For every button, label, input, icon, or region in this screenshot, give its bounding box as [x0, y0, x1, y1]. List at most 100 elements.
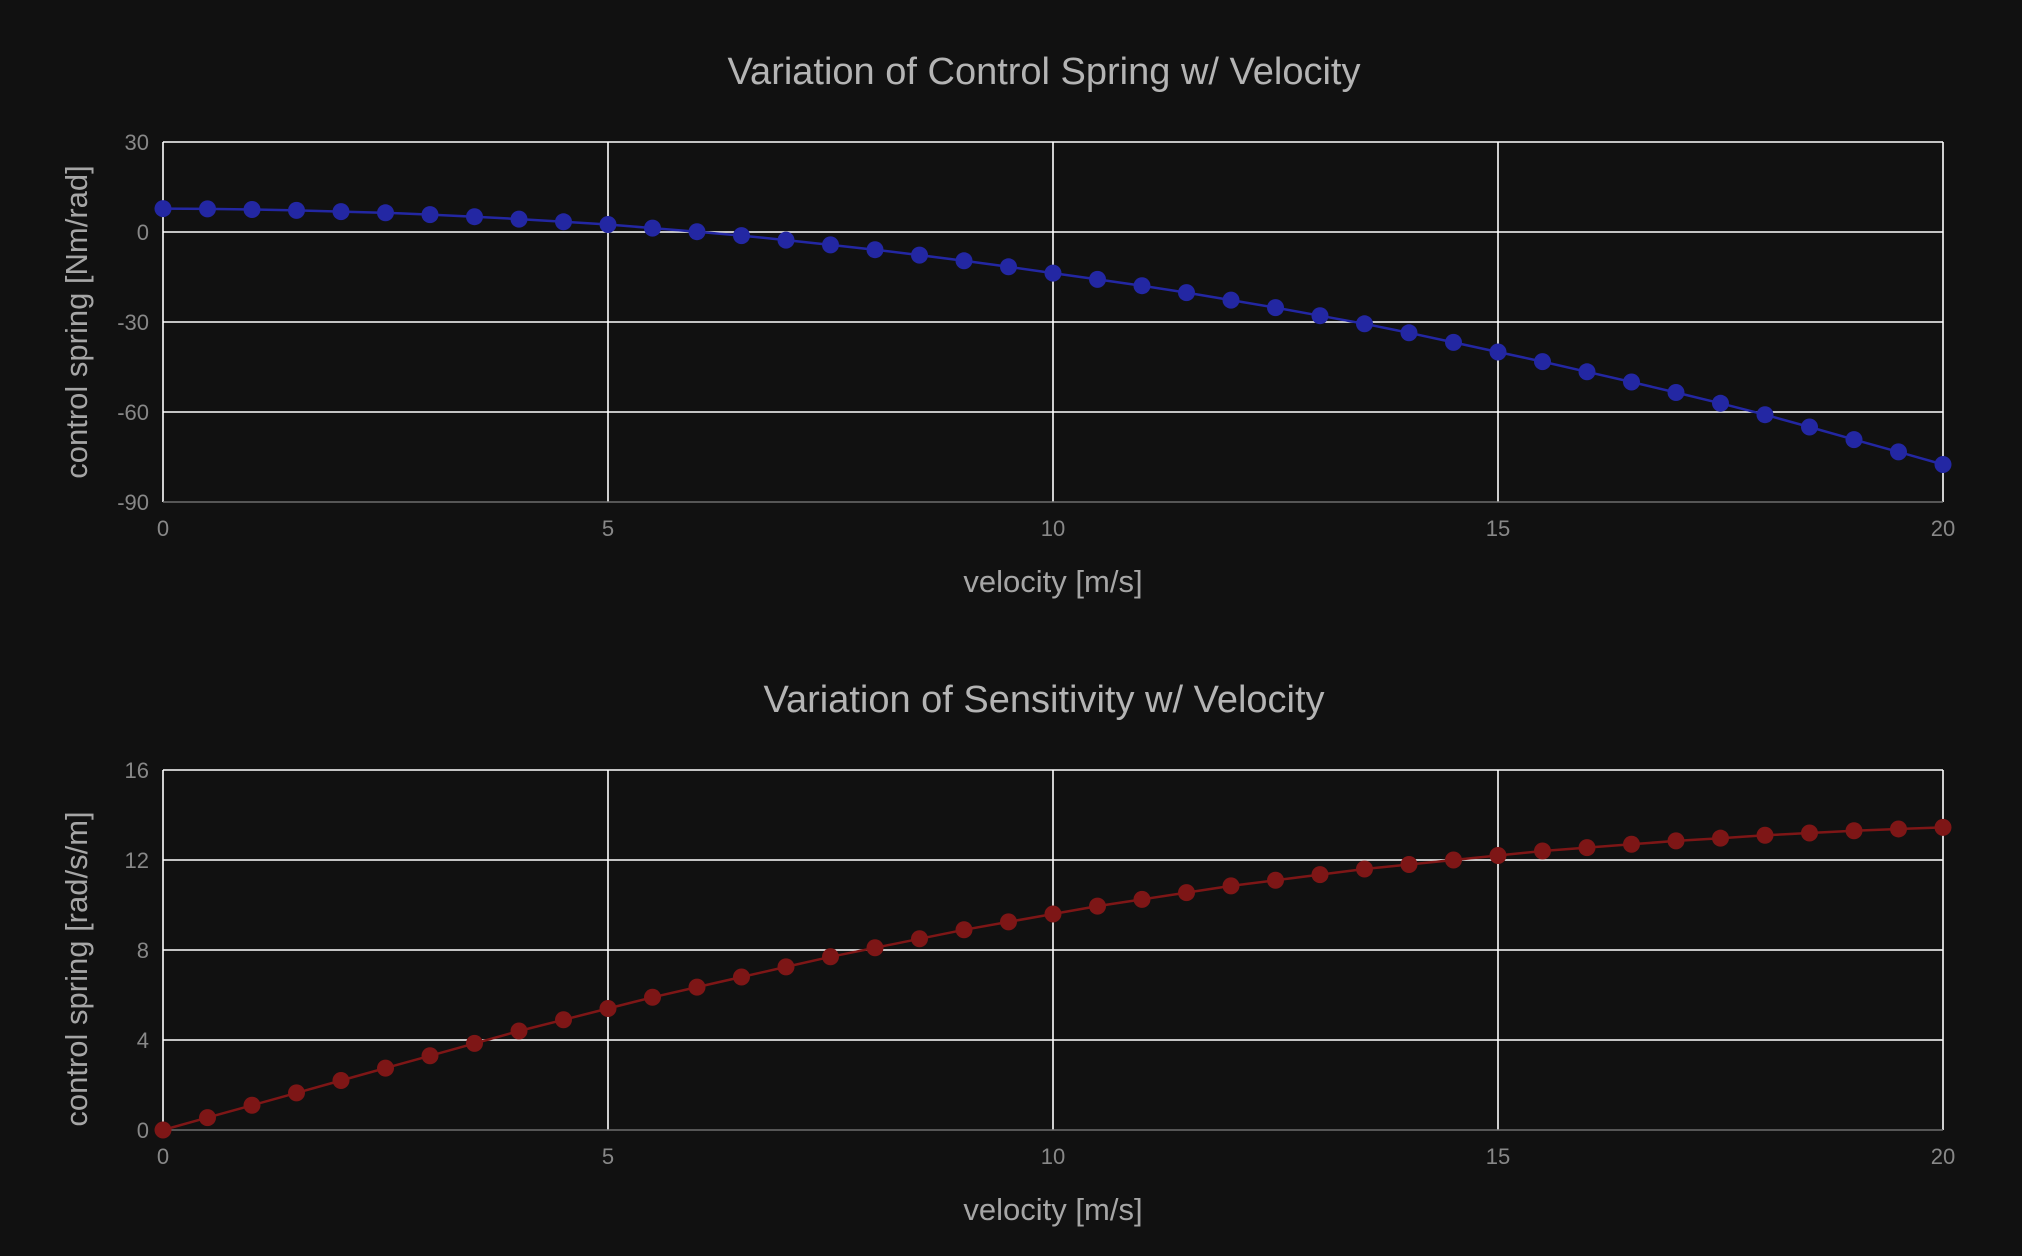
data-point: [688, 978, 706, 996]
data-point: [733, 227, 750, 245]
x-axis-title: velocity [m/s]: [963, 564, 1142, 599]
data-point: [822, 236, 839, 254]
data-point: [1845, 822, 1863, 840]
data-point: [154, 200, 172, 218]
data-point: [1801, 824, 1818, 842]
data-point: [1712, 829, 1729, 847]
data-point: [1756, 406, 1774, 424]
data-point: [1311, 307, 1329, 325]
data-point: [1133, 277, 1151, 295]
y-tick-label: 30: [125, 130, 149, 155]
grid-lines: [162, 141, 1944, 503]
chart-title: Variation of Control Spring w/ Velocity: [728, 51, 1361, 93]
data-point: [955, 252, 973, 270]
y-tick-label: 0: [137, 1118, 149, 1143]
x-tick-label: 15: [1486, 1144, 1510, 1169]
data-point: [1712, 394, 1729, 412]
y-tick-label: 12: [125, 848, 149, 873]
data-point: [377, 204, 394, 222]
data-point: [777, 958, 795, 976]
x-tick-label: 15: [1486, 516, 1510, 541]
data-point: [688, 223, 706, 241]
chart-title: Variation of Sensitivity w/ Velocity: [763, 679, 1324, 721]
grid-lines: [162, 769, 1944, 1131]
x-tick-label: 20: [1931, 1144, 1955, 1169]
data-point: [599, 216, 617, 233]
data-series: [154, 200, 1952, 473]
data-point: [911, 930, 928, 948]
data-point: [1133, 890, 1151, 908]
data-point: [644, 988, 661, 1006]
y-axis-title: control spring [Nm/rad]: [59, 165, 94, 479]
data-point: [377, 1059, 394, 1077]
y-tick-labels: 30 0 -30 -60 -90: [117, 130, 149, 515]
data-point: [1623, 835, 1640, 853]
data-point: [1845, 431, 1863, 449]
data-point: [1222, 877, 1240, 895]
x-tick-label: 10: [1041, 1144, 1065, 1169]
x-tick-label: 0: [157, 516, 169, 541]
data-point: [1222, 291, 1240, 309]
data-point: [1267, 871, 1284, 889]
data-point: [1000, 258, 1017, 276]
x-tick-labels: 0 5 10 15 20: [157, 1144, 1955, 1169]
data-point: [332, 203, 350, 221]
data-point: [288, 201, 305, 219]
data-point: [1400, 856, 1418, 873]
data-point: [1000, 913, 1017, 931]
data-point: [866, 939, 884, 957]
y-tick-labels: 16 12 8 4 0: [125, 758, 149, 1143]
data-point: [466, 1034, 483, 1052]
data-point: [1445, 851, 1462, 869]
data-series: [154, 818, 1952, 1139]
data-point: [1400, 324, 1418, 342]
data-point: [777, 231, 795, 249]
data-point: [510, 210, 528, 228]
data-point: [1890, 820, 1907, 838]
data-point: [822, 948, 839, 966]
data-point: [1311, 866, 1329, 884]
data-point: [955, 921, 973, 939]
data-point: [1089, 897, 1106, 915]
data-point: [510, 1022, 528, 1040]
data-point: [1044, 905, 1062, 923]
data-point: [1623, 373, 1640, 391]
x-axis-title: velocity [m/s]: [963, 1192, 1142, 1227]
data-point: [1667, 384, 1685, 401]
data-point: [199, 200, 216, 218]
data-point: [243, 1096, 261, 1114]
data-point: [1890, 443, 1907, 461]
data-point: [1801, 418, 1818, 436]
x-tick-labels: 0 5 10 15 20: [157, 516, 1955, 541]
data-point: [1178, 884, 1195, 902]
x-tick-label: 20: [1931, 516, 1955, 541]
x-tick-label: 5: [602, 516, 614, 541]
data-point: [866, 241, 884, 259]
data-point: [1178, 284, 1195, 302]
data-point: [1578, 363, 1596, 381]
data-point: [154, 1121, 172, 1139]
data-point: [332, 1072, 350, 1089]
data-point: [1578, 839, 1596, 857]
data-point: [644, 219, 661, 237]
y-tick-label: -90: [117, 490, 149, 515]
y-axis-title: control spring [rad/s/m]: [59, 811, 94, 1126]
data-point: [288, 1084, 305, 1102]
data-point: [1089, 270, 1106, 288]
data-point: [1044, 264, 1062, 282]
data-point: [421, 206, 439, 224]
data-point: [1934, 456, 1952, 473]
data-point: [1445, 333, 1462, 351]
chart-sensitivity: Variation of Sensitivity w/ Velocity 0 5 1…: [59, 679, 1955, 1227]
data-point: [555, 1011, 572, 1029]
x-tick-label: 5: [602, 1144, 614, 1169]
data-point: [733, 968, 750, 986]
y-tick-label: 4: [137, 1028, 149, 1053]
data-point: [1356, 860, 1373, 878]
x-tick-label: 10: [1041, 516, 1065, 541]
y-tick-label: 16: [125, 758, 149, 783]
data-point: [1489, 847, 1507, 864]
data-point: [243, 201, 261, 218]
